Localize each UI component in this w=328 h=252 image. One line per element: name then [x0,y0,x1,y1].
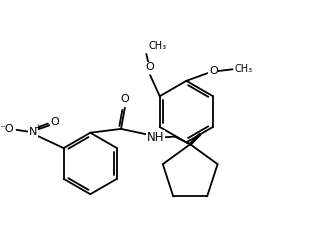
Text: NH: NH [147,131,164,144]
Text: ⁻O: ⁻O [0,124,14,134]
Text: O: O [51,117,59,127]
Text: +: + [34,123,41,132]
Text: CH₃: CH₃ [235,64,253,74]
Text: CH₃: CH₃ [148,41,166,51]
Text: O: O [209,66,217,76]
Text: N: N [29,127,37,137]
Text: O: O [120,94,129,104]
Text: O: O [146,62,154,72]
